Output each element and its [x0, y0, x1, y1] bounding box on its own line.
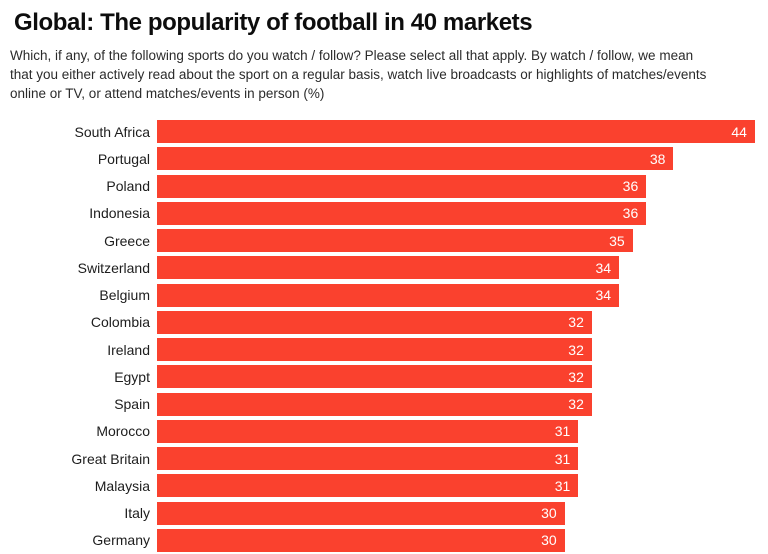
bar-row: Spain 32 [0, 391, 768, 418]
bar-row: Malaysia 31 [0, 472, 768, 499]
value-label: 36 [622, 178, 639, 195]
value-label: 31 [554, 477, 571, 494]
category-label: Spain [114, 396, 150, 413]
value-label: 38 [649, 150, 666, 167]
value-label: 44 [731, 123, 747, 140]
bar-row: Great Britain 31 [0, 445, 768, 472]
chart-subtitle: Which, if any, of the following sports d… [10, 48, 707, 101]
value-label: 31 [554, 423, 571, 440]
category-label: Colombia [90, 314, 150, 331]
category-label: Germany [92, 532, 150, 549]
bar-row: Belgium 34 [0, 282, 768, 309]
value-label: 31 [554, 450, 571, 467]
category-label: Belgium [99, 287, 150, 304]
category-label: South Africa [74, 123, 151, 140]
value-label: 36 [622, 205, 639, 222]
category-label: Egypt [114, 368, 150, 385]
value-label: 30 [541, 532, 557, 549]
bar-row: Poland 36 [0, 173, 768, 200]
value-label: 32 [568, 314, 584, 331]
value-label: 32 [568, 368, 584, 385]
bar: 32 [157, 365, 592, 389]
category-label: Italy [124, 505, 150, 522]
category-label: Portugal [97, 150, 150, 167]
bar: 32 [157, 310, 592, 334]
bar: 34 [157, 283, 620, 307]
bar: 31 [157, 474, 579, 498]
page-title: Global: The popularity of football in 40… [14, 9, 533, 36]
value-label: 35 [609, 232, 625, 249]
value-label: 34 [595, 287, 612, 304]
bar-row: Egypt 32 [0, 363, 768, 390]
bar-row: Germany 30 [0, 527, 768, 554]
bar-row: Switzerland 34 [0, 254, 768, 281]
category-label: Great Britain [71, 450, 150, 467]
bar-row: Italy 30 [0, 500, 768, 527]
bar: 31 [157, 419, 579, 443]
bar: 32 [157, 338, 592, 362]
value-label: 30 [541, 505, 557, 522]
bar: 38 [157, 147, 674, 171]
bar-row: South Africa 44 [0, 118, 768, 145]
bar-row: Portugal 38 [0, 145, 768, 172]
bar-row: Ireland 32 [0, 336, 768, 363]
bar: 30 [157, 528, 565, 552]
category-label: Malaysia [94, 477, 150, 494]
bar: 36 [157, 174, 647, 198]
bar: 32 [157, 392, 592, 416]
value-label: 32 [568, 341, 584, 358]
value-label: 32 [568, 396, 584, 413]
bar-row: Indonesia 36 [0, 200, 768, 227]
bar-chart: South Africa 44 Portugal 38 Poland 36 Indonesi… [0, 118, 768, 554]
bar: 44 [157, 120, 755, 144]
category-label: Switzerland [77, 259, 150, 276]
bar-row: Greece 35 [0, 227, 768, 254]
bar: 30 [157, 501, 565, 525]
category-label: Greece [104, 232, 150, 249]
category-label: Indonesia [89, 205, 150, 222]
bar-row: Morocco 31 [0, 418, 768, 445]
category-label: Ireland [107, 341, 150, 358]
bar-row: Colombia 32 [0, 309, 768, 336]
category-label: Poland [106, 178, 150, 195]
value-label: 34 [595, 259, 612, 276]
bar: 35 [157, 229, 633, 253]
bar: 31 [157, 447, 579, 471]
bar: 36 [157, 201, 647, 225]
category-label: Morocco [96, 423, 150, 440]
bar: 34 [157, 256, 620, 280]
